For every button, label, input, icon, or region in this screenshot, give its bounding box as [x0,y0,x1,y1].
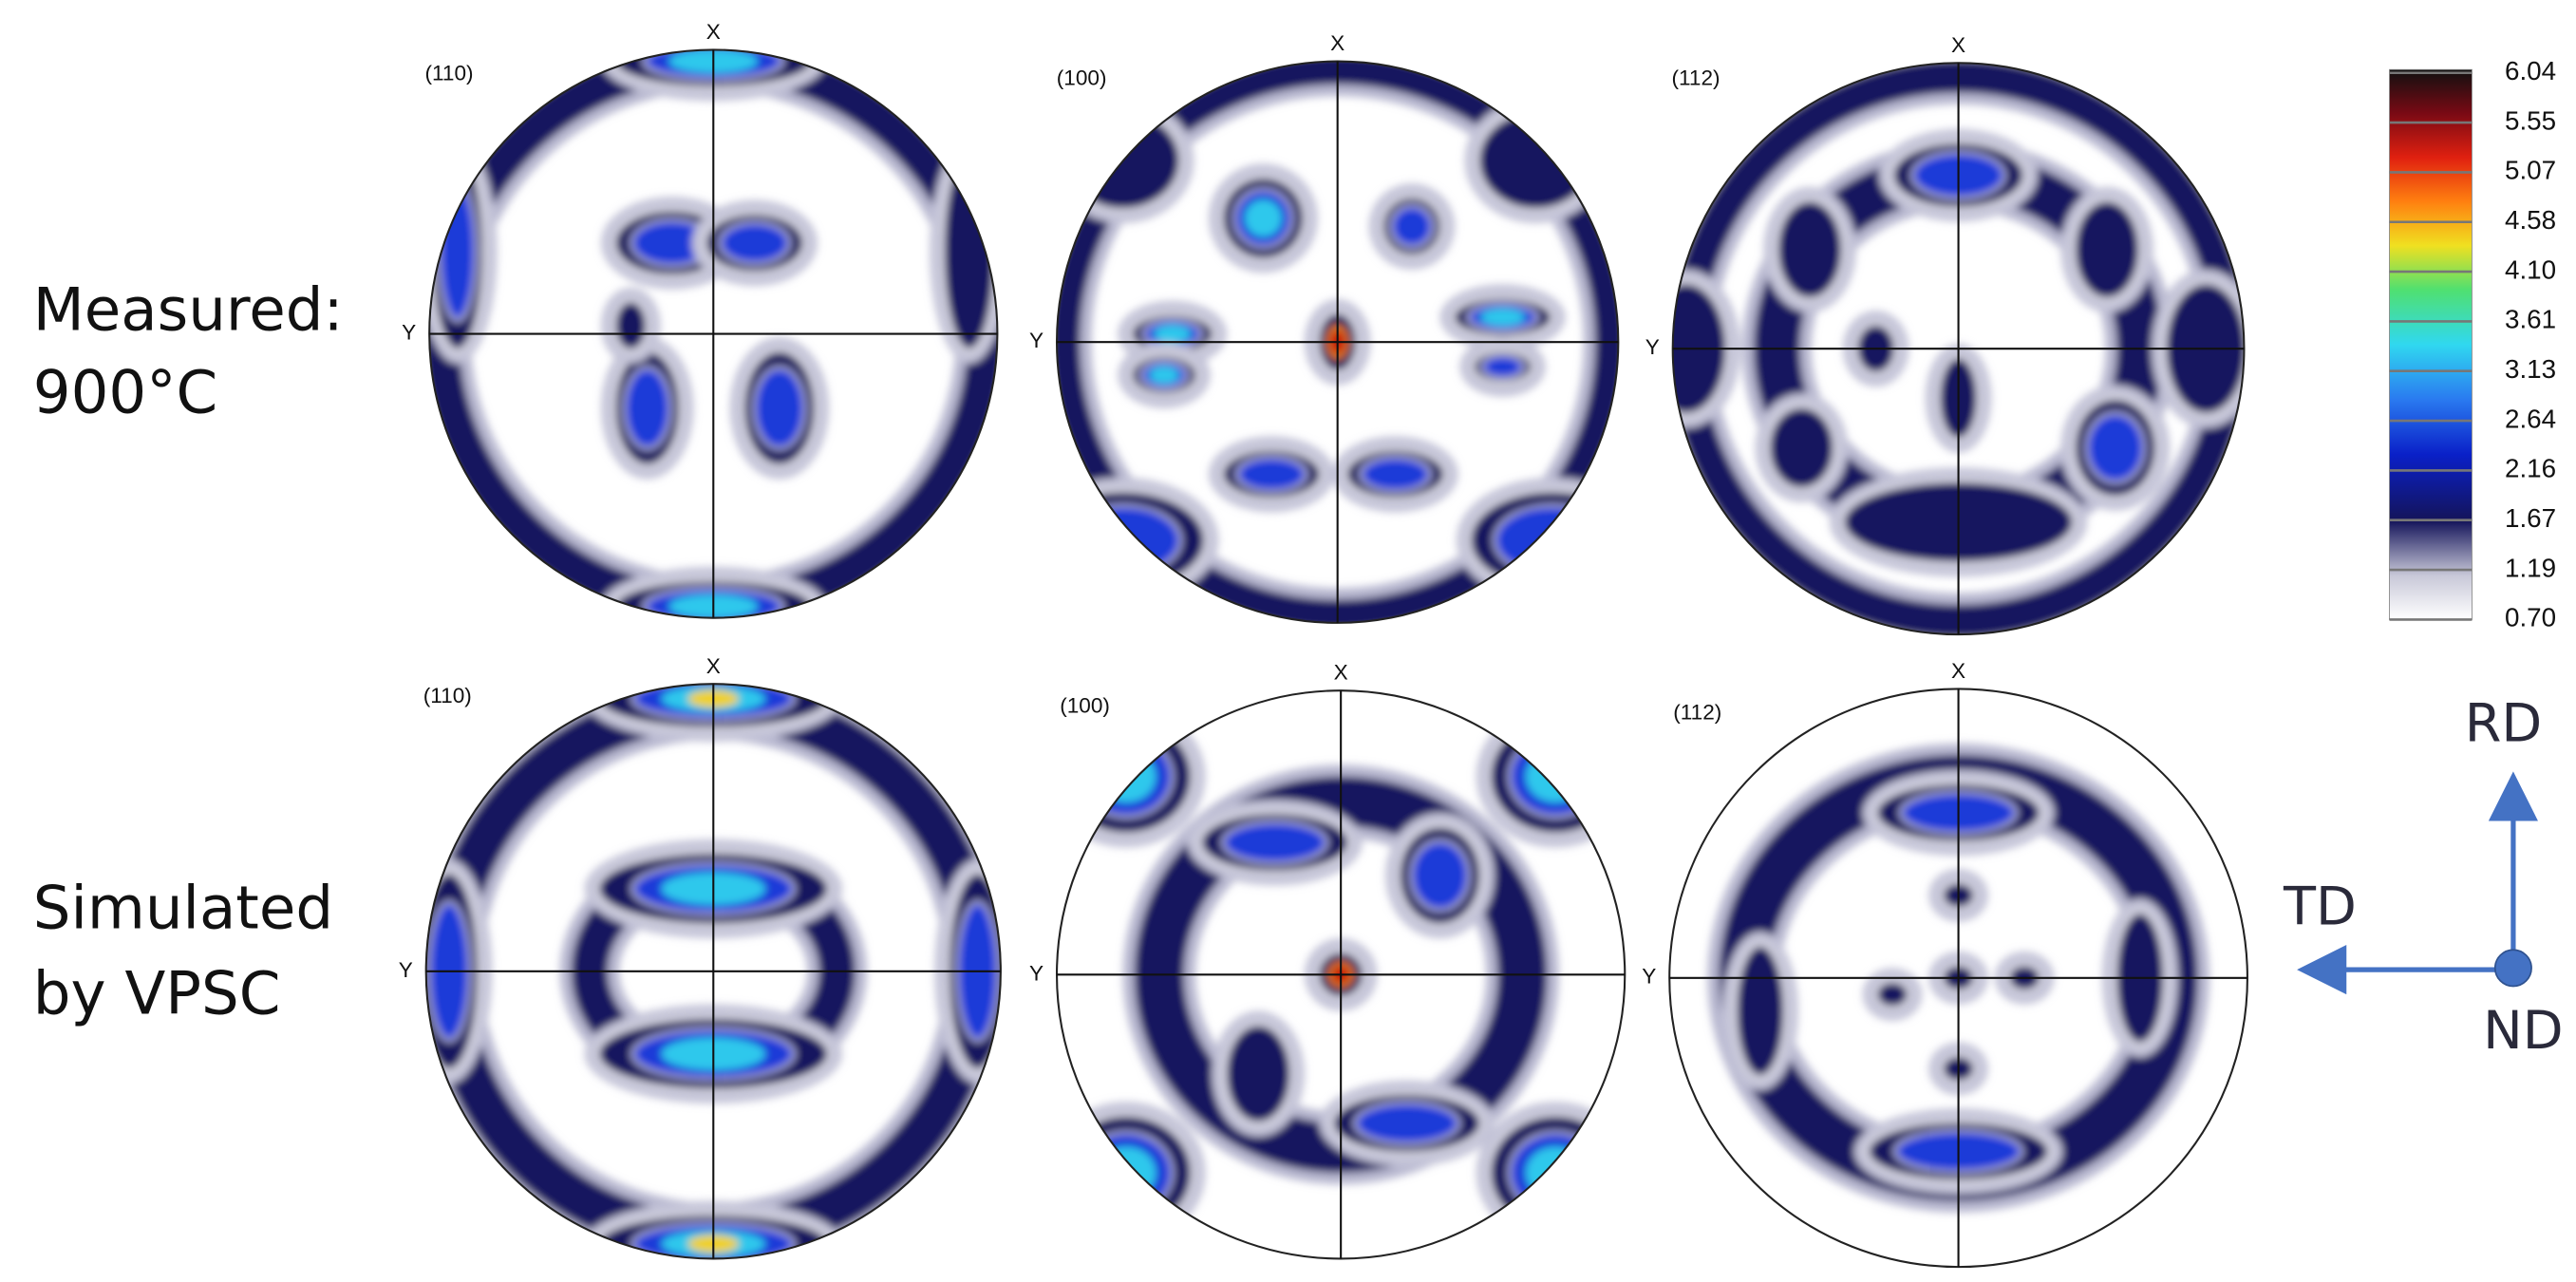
level [2073,198,2141,301]
level [612,299,649,351]
nd-dot [2493,949,2532,988]
plane-label: (112) [1673,700,1721,724]
level [1525,1146,1586,1199]
level [753,367,806,450]
plane-label: (110) [424,61,473,85]
colorbar-scale [2389,68,2473,620]
level [1235,456,1307,493]
level [1079,735,1174,819]
y-axis-label: Y [1029,961,1044,985]
colorbar-label: 4.10 [2505,255,2556,284]
level [1224,1023,1293,1124]
td-label: TD [2283,877,2357,938]
colorbar-label: 1.19 [2505,553,2556,582]
x-axis-label: X [1334,661,1348,685]
plane-label: (110) [423,684,472,707]
colorbar-label: 4.58 [2505,205,2556,235]
x-axis-label: X [1951,33,1965,57]
colorbar-label: 3.61 [2505,305,2556,334]
level [623,367,671,450]
level [719,221,791,265]
row-label-line: Simulated [33,873,333,942]
pole-figure: (112) X Y [1642,659,2248,1269]
pole-figure: (112) X Y [1645,33,2246,636]
plane-label: (112) [1672,66,1720,90]
x-axis-label: X [706,654,721,678]
y-axis-label: Y [1645,335,1660,359]
level [1154,325,1192,343]
level [1079,1131,1174,1215]
pole-figure: (100) X Y [1029,661,1626,1260]
level [1494,504,1611,576]
level [1767,405,1836,491]
level [1149,366,1179,385]
level [1096,750,1156,802]
colorbar: 6.04 5.55 5.07 4.58 4.10 3.61 3.13 2.64 2.16 1.67… [2389,56,2556,632]
row-label: Measured: 900°C Simulated by VPSC [33,275,344,1028]
level [1244,199,1282,237]
row-label-line: Measured: [33,275,344,345]
x-axis-label: X [1330,31,1344,55]
colorbar-label: 2.64 [2505,404,2556,433]
level [1874,980,1910,1009]
x-axis-label: X [1951,659,1965,683]
pole-figure: (110) X Y [402,20,999,619]
colorbar-label: 6.04 [2505,56,2556,85]
level [1096,1146,1156,1199]
level [1410,839,1470,912]
plane-label: (100) [1057,66,1107,90]
colorbar-label: 1.67 [2505,503,2556,533]
pole-figure: (100) X Y [1029,31,1620,624]
row-label-line: by VPSC [33,959,281,1028]
y-axis-label: Y [399,958,413,982]
y-axis-label: Y [1029,329,1044,352]
plane-label: (100) [1060,694,1110,718]
level [1508,1131,1603,1215]
level [1525,750,1586,802]
level [1221,820,1328,864]
level [1354,1102,1460,1145]
colorbar-label: 0.70 [2505,603,2556,632]
y-axis-label: Y [1642,965,1656,989]
level [1508,735,1603,819]
colorbar-label: 3.13 [2505,354,2556,384]
haze [1707,743,2209,1213]
level [1734,943,1787,1079]
direction-indicator: RD TD ND [2283,693,2564,1062]
level [1390,204,1434,249]
colorbar-label: 5.55 [2505,105,2556,135]
level [1776,198,1844,301]
level [1480,308,1526,327]
row-label-line: 900°C [33,358,217,427]
colorbar-label: 2.16 [2505,454,2556,483]
y-axis-label: Y [402,320,416,344]
colorbar-label: 5.07 [2505,156,2556,185]
pole-figure: (110) X Y [399,654,1002,1260]
level [1063,504,1182,576]
level [1360,456,1431,493]
level [1480,354,1525,380]
rd-label: RD [2465,693,2543,755]
level [2085,412,2146,483]
pole-figures: (110)XY(100)XY(112)XY(110)XY(100)XY(112)… [399,20,2248,1269]
x-axis-label: X [706,20,721,44]
nd-label: ND [2483,1000,2563,1062]
level [438,180,478,322]
level [941,151,997,351]
